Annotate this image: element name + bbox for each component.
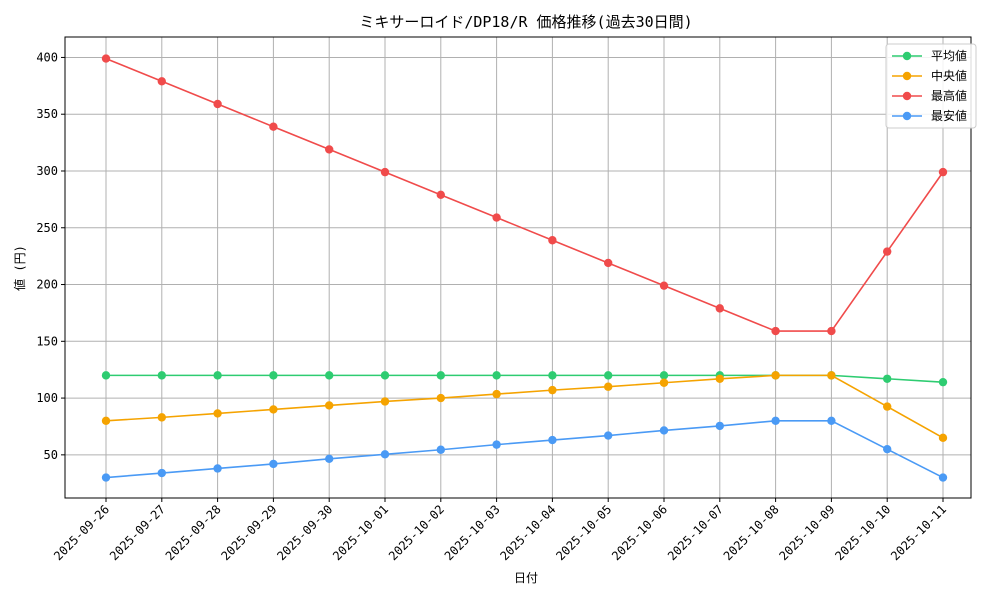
data-point xyxy=(938,433,948,443)
legend-marker xyxy=(902,111,912,121)
data-point xyxy=(659,281,669,290)
data-point xyxy=(938,473,948,482)
data-point xyxy=(883,374,892,383)
data-point xyxy=(604,258,613,268)
data-point xyxy=(101,54,111,63)
data-point xyxy=(157,77,166,86)
data-point xyxy=(492,371,501,380)
data-point xyxy=(715,421,724,431)
data-point xyxy=(269,459,278,469)
data-point xyxy=(436,445,445,454)
data-point xyxy=(659,378,669,387)
data-point xyxy=(101,416,111,425)
series-line xyxy=(105,374,944,439)
data-point xyxy=(604,371,613,380)
y-tick-label: 300 xyxy=(36,164,58,178)
data-point xyxy=(659,426,669,435)
y-tick-label: 200 xyxy=(36,278,58,292)
data-point xyxy=(269,371,278,380)
data-point xyxy=(548,236,557,245)
series-layer xyxy=(101,54,948,482)
data-point xyxy=(325,454,334,464)
series-3 xyxy=(101,416,948,482)
y-tick-label: 100 xyxy=(36,391,58,405)
data-point xyxy=(715,304,724,313)
data-point xyxy=(157,468,166,478)
data-point xyxy=(325,401,334,410)
data-point xyxy=(492,213,501,222)
legend-marker xyxy=(902,51,912,61)
data-point xyxy=(492,389,501,399)
legend-label: 平均値 xyxy=(931,48,967,63)
series-1 xyxy=(101,371,948,443)
chart-title: ミキサーロイド/DP18/R 価格推移(過去30日間) xyxy=(359,13,692,31)
data-point xyxy=(548,435,557,445)
series-line xyxy=(105,57,944,332)
legend-marker xyxy=(902,91,912,101)
data-point xyxy=(827,326,836,336)
data-point xyxy=(380,371,390,380)
data-point xyxy=(827,371,836,380)
data-point xyxy=(436,371,445,380)
legend-box xyxy=(885,43,977,129)
y-tick-label: 250 xyxy=(36,221,58,235)
data-point xyxy=(659,371,669,380)
plot-frame xyxy=(64,36,972,499)
x-axis-label: 日付 xyxy=(514,571,538,585)
data-point xyxy=(436,190,445,200)
data-point xyxy=(101,473,111,482)
data-point xyxy=(883,247,892,256)
y-tick-label: 400 xyxy=(36,50,58,64)
data-point xyxy=(492,440,501,449)
series-2 xyxy=(101,54,948,336)
data-point xyxy=(380,397,390,406)
data-point xyxy=(213,409,222,418)
data-point xyxy=(771,326,780,336)
grid-layer xyxy=(65,37,971,498)
legend-label: 最安値 xyxy=(931,108,967,123)
data-point xyxy=(771,371,780,380)
data-point xyxy=(101,371,111,380)
y-tick-label: 150 xyxy=(36,334,58,348)
data-point xyxy=(883,402,892,411)
legend-marker xyxy=(902,71,912,81)
y-tick-label: 50 xyxy=(44,448,58,462)
data-point xyxy=(269,405,278,414)
series-line xyxy=(105,419,944,479)
data-point xyxy=(269,122,278,131)
legend-label: 最高値 xyxy=(931,88,967,103)
data-point xyxy=(380,450,390,459)
data-point xyxy=(771,416,780,425)
data-point xyxy=(213,464,222,473)
data-point xyxy=(325,371,334,380)
data-point xyxy=(827,416,836,425)
data-point xyxy=(157,413,166,422)
data-point xyxy=(325,145,334,154)
data-point xyxy=(380,167,390,177)
data-point xyxy=(604,382,613,391)
data-point xyxy=(548,385,557,395)
data-point xyxy=(548,371,557,380)
y-axis-ticks: 50 100 150 200 250 300 350 400 xyxy=(36,50,65,462)
data-point xyxy=(938,377,948,387)
data-point xyxy=(604,431,613,440)
data-point xyxy=(213,371,222,380)
data-point xyxy=(157,371,166,380)
data-point xyxy=(938,167,948,177)
y-axis-label: 値 (円) xyxy=(12,245,27,291)
data-point xyxy=(213,99,222,109)
y-tick-label: 350 xyxy=(36,107,58,121)
data-point xyxy=(883,444,892,454)
data-point xyxy=(715,374,724,383)
legend-label: 中央値 xyxy=(931,68,967,83)
data-point xyxy=(436,393,445,403)
